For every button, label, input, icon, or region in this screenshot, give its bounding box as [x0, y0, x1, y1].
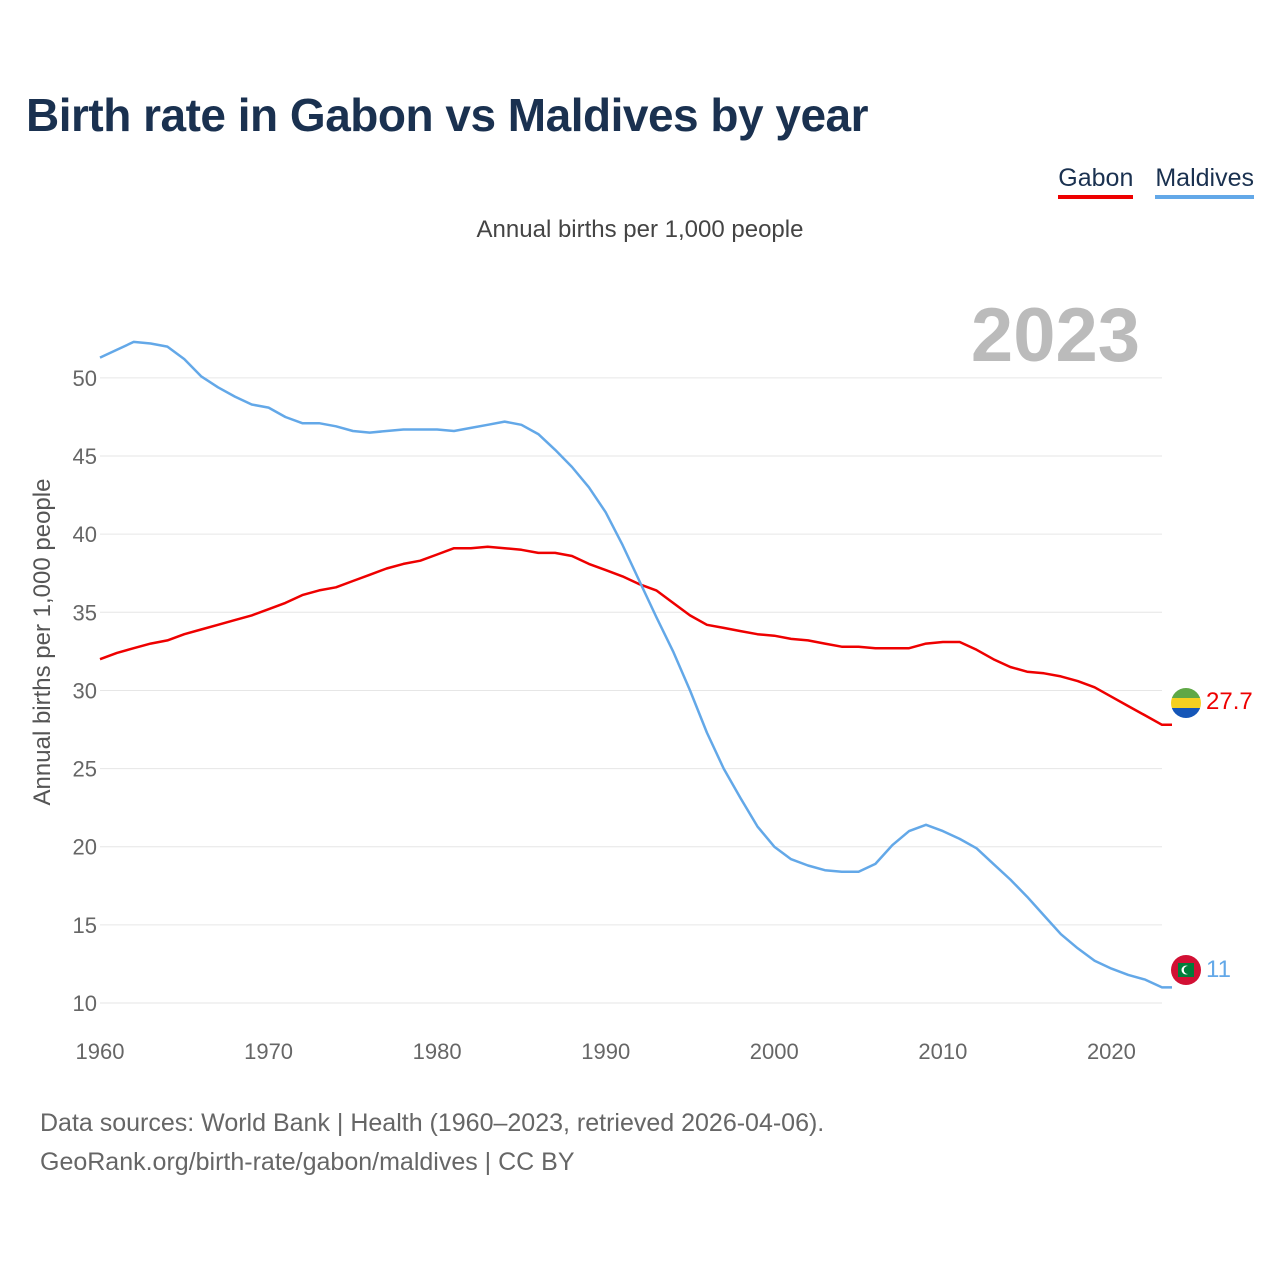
legend: Gabon Maldives: [1058, 164, 1254, 199]
y-axis-label: Annual births per 1,000 people: [29, 479, 56, 806]
year-label: 2023: [971, 293, 1140, 378]
y-tick-label: 40: [73, 522, 97, 547]
y-tick-label: 45: [73, 444, 97, 469]
gabon-flag-icon: [1171, 688, 1201, 718]
end-label-gabon: 27.7: [1206, 688, 1253, 715]
x-tick-label: 1970: [244, 1039, 293, 1064]
x-tick-label: 2020: [1087, 1039, 1136, 1064]
footer-url[interactable]: GeoRank.org/birth-rate/gabon/maldives | …: [40, 1148, 575, 1176]
series-line-maldives[interactable]: [99, 340, 1172, 989]
y-tick-label: 50: [73, 366, 97, 391]
y-tick-label: 10: [73, 991, 97, 1016]
x-tick-label: 1980: [413, 1039, 462, 1064]
y-tick-label: 25: [73, 757, 97, 782]
maldives-flag-icon: [1171, 955, 1201, 985]
x-tick-label: 2010: [918, 1039, 967, 1064]
legend-maldives[interactable]: Maldives: [1155, 164, 1254, 199]
y-tick-label: 20: [73, 835, 97, 860]
x-tick-label: 1960: [76, 1039, 125, 1064]
chart-subtitle: Annual births per 1,000 people: [476, 216, 804, 243]
chart-title: Birth rate in Gabon vs Maldives by year: [26, 89, 869, 141]
footer: Data sources: World Bank | Health (1960–…: [40, 1104, 824, 1182]
legend-gabon[interactable]: Gabon: [1058, 164, 1134, 199]
x-tick-label: 2000: [750, 1039, 799, 1064]
series-line-gabon[interactable]: [99, 545, 1172, 727]
y-tick-label: 15: [73, 913, 97, 938]
y-tick-label: 30: [73, 678, 97, 703]
x-tick-label: 1990: [581, 1039, 630, 1064]
y-tick-label: 35: [73, 600, 97, 625]
footer-source: Data sources: World Bank | Health (1960–…: [40, 1109, 825, 1137]
end-label-maldives: 11: [1206, 956, 1231, 983]
